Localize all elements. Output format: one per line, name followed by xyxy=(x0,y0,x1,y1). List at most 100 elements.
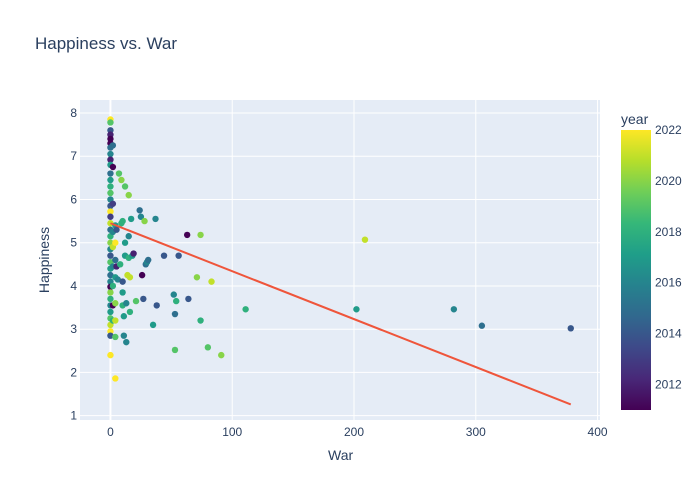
chart-title: Happiness vs. War xyxy=(35,34,178,53)
colorbar-tick-label: 2018 xyxy=(655,225,682,239)
y-tick-label: 3 xyxy=(70,322,77,336)
data-point xyxy=(144,256,152,264)
data-point xyxy=(107,271,114,279)
colorbar xyxy=(621,130,651,410)
data-point xyxy=(218,351,225,359)
data-point xyxy=(107,213,114,220)
data-point xyxy=(115,170,123,177)
data-point xyxy=(136,207,143,214)
data-point xyxy=(107,156,114,163)
data-point xyxy=(152,215,159,223)
data-point xyxy=(125,191,132,199)
data-point xyxy=(121,239,129,246)
x-axis-title: War xyxy=(328,447,354,463)
data-point xyxy=(170,291,177,298)
data-point xyxy=(208,278,215,285)
data-point xyxy=(107,170,114,177)
data-point xyxy=(107,208,114,215)
data-point xyxy=(126,308,134,316)
data-point xyxy=(107,289,114,296)
data-point xyxy=(140,295,147,303)
data-point xyxy=(113,226,120,233)
data-point xyxy=(204,344,212,351)
data-point xyxy=(107,308,114,316)
data-point xyxy=(107,332,114,339)
data-point xyxy=(197,317,204,324)
data-point xyxy=(112,333,119,341)
colorbar-tick-label: 2016 xyxy=(655,276,682,290)
data-point xyxy=(107,176,114,184)
plot-area xyxy=(80,100,600,420)
data-point xyxy=(171,346,179,354)
data-point xyxy=(112,256,119,264)
data-point xyxy=(173,297,180,305)
data-point xyxy=(107,119,114,126)
data-point xyxy=(112,317,119,324)
y-tick-label: 8 xyxy=(70,106,77,120)
data-point xyxy=(193,274,201,281)
data-point xyxy=(119,278,126,285)
data-point xyxy=(107,183,114,190)
colorbar-tick-label: 2012 xyxy=(655,378,682,392)
data-point xyxy=(242,306,249,313)
data-point xyxy=(130,250,137,257)
data-point xyxy=(109,200,117,207)
colorbar-title: year xyxy=(621,111,649,127)
y-tick-label: 4 xyxy=(70,279,77,293)
x-tick-label: 400 xyxy=(588,425,608,439)
data-point xyxy=(107,351,114,359)
colorbar-tick-label: 2020 xyxy=(655,174,682,188)
data-point xyxy=(149,321,157,329)
data-point xyxy=(107,189,114,197)
grid-lines xyxy=(80,100,600,420)
y-tick-label: 1 xyxy=(70,409,77,423)
data-point xyxy=(153,302,160,309)
colorbar-tick-label: 2014 xyxy=(655,327,682,341)
axis-ticks: 0 100 200 300 400 1 2 3 4 5 6 7 8 xyxy=(70,106,608,439)
data-point xyxy=(118,176,125,184)
x-tick-label: 300 xyxy=(466,425,486,439)
data-point xyxy=(197,231,204,239)
data-point xyxy=(109,163,117,171)
data-point xyxy=(109,282,117,290)
data-point xyxy=(138,271,146,279)
data-point xyxy=(123,300,130,307)
data-point xyxy=(112,300,119,307)
colorbar-tick-label: 2022 xyxy=(655,123,682,137)
data-point xyxy=(109,142,117,149)
data-point xyxy=(119,217,126,225)
data-point xyxy=(120,313,128,320)
data-point xyxy=(361,236,369,243)
data-point xyxy=(450,306,458,313)
data-points xyxy=(107,116,574,382)
x-tick-label: 200 xyxy=(344,425,364,439)
data-point xyxy=(132,297,140,305)
trendline xyxy=(110,222,572,406)
y-tick-label: 6 xyxy=(70,192,77,206)
x-tick-label: 0 xyxy=(107,425,114,439)
y-tick-label: 7 xyxy=(70,149,77,163)
data-point xyxy=(114,276,121,283)
data-point xyxy=(123,338,130,346)
data-point xyxy=(567,325,574,332)
data-point xyxy=(107,150,114,158)
data-point xyxy=(112,375,119,382)
data-point xyxy=(119,289,126,296)
data-point xyxy=(175,252,182,259)
y-tick-label: 2 xyxy=(70,365,77,379)
data-point xyxy=(137,213,145,220)
data-point xyxy=(112,239,119,246)
data-point xyxy=(121,183,129,190)
x-tick-label: 100 xyxy=(222,425,242,439)
y-tick-label: 5 xyxy=(70,236,77,250)
data-point xyxy=(120,332,128,339)
data-point xyxy=(160,252,168,259)
data-point xyxy=(116,261,124,268)
data-point xyxy=(141,217,148,225)
data-point xyxy=(353,306,360,313)
data-point xyxy=(478,322,486,329)
data-point xyxy=(183,231,191,239)
data-point xyxy=(107,295,114,303)
